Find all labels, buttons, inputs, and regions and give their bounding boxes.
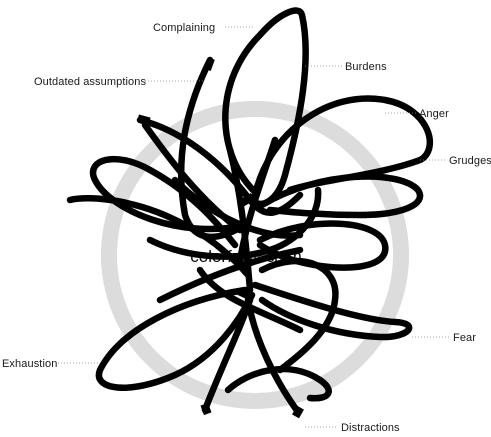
strand-bottom-3 (224, 365, 332, 402)
label-exhaustion: Exhaustion (2, 358, 57, 370)
leader-lines (58, 26, 450, 428)
strand-center-2 (146, 186, 322, 260)
label-burdens: Burdens (345, 61, 387, 73)
strand-center-1 (171, 176, 304, 239)
strand-center-6 (236, 136, 279, 264)
loop-left (89, 155, 249, 249)
label-grudges: Grudges (449, 155, 491, 167)
label-outdated-assumptions: Outdated assumptions (34, 76, 146, 88)
strand-end-left (137, 114, 151, 125)
labels: Complaining Outdated assumptions Burdens… (2, 22, 491, 434)
loop-upper-left (177, 56, 249, 241)
strand-end-top (204, 57, 215, 72)
label-complaining: Complaining (153, 22, 215, 34)
loop-exhaustion (95, 286, 256, 391)
loop-fear (251, 281, 413, 341)
strand-center-3 (226, 146, 254, 294)
strand-bottom-1 (201, 296, 254, 414)
label-distractions: Distractions (341, 422, 400, 434)
strand-bottom-2 (244, 296, 302, 416)
strand-center-5 (156, 246, 304, 304)
background-ring (101, 101, 409, 409)
strand-end-center-2 (236, 287, 254, 301)
tangled-lines (66, 7, 433, 416)
strand-end-bottom-left (200, 402, 212, 416)
strand-end-center (238, 193, 256, 207)
label-anger: Anger (419, 108, 449, 120)
strand-upper-left-2 (136, 116, 304, 216)
loop-right-lower (258, 257, 339, 374)
strand-ends (137, 57, 304, 419)
strand-end-bottom-right (292, 405, 304, 419)
label-fear: Fear (453, 332, 476, 344)
loop-top (222, 7, 309, 208)
